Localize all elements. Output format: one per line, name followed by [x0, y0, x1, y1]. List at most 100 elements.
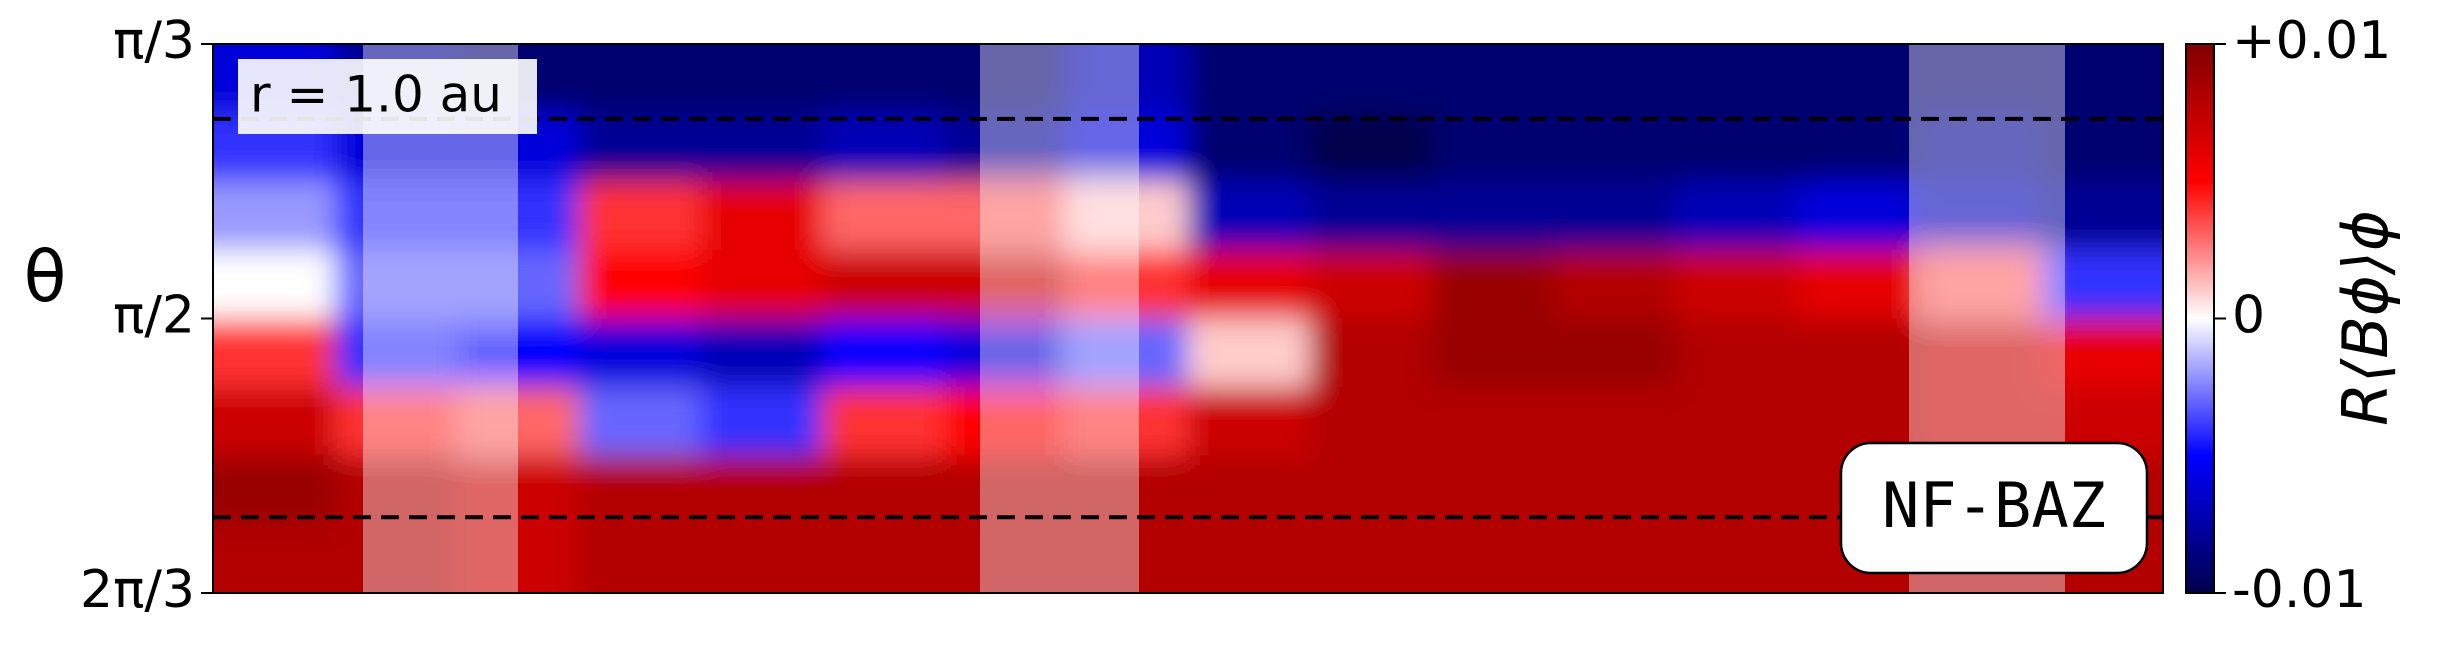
heat-cell [1797, 44, 1921, 114]
heat-cell [1309, 44, 1433, 114]
heat-cell [822, 455, 946, 526]
heat-cell [700, 524, 824, 593]
heat-cell [213, 318, 336, 389]
heat-cell [1553, 181, 1677, 251]
heat-cell [1431, 249, 1555, 320]
heat-cell [944, 524, 1068, 593]
heat-cell [1431, 112, 1555, 183]
heat-cell [1919, 318, 2043, 389]
heat-cell [578, 524, 702, 593]
heat-cell [1066, 181, 1189, 251]
heat-cell [1066, 44, 1189, 114]
heat-cell [1066, 387, 1189, 457]
heat-cell [1188, 318, 1311, 389]
heat-cell [1309, 524, 1433, 593]
heat-cell [700, 249, 824, 320]
colorbar-tick-label: +0.01 [2232, 11, 2391, 71]
heat-cell [1797, 249, 1921, 320]
heat-cell [1188, 181, 1311, 251]
heat-cell [822, 112, 946, 183]
colorbar-tick-label: -0.01 [2232, 560, 2367, 620]
heat-cell [1553, 524, 1677, 593]
heat-cell [1553, 44, 1677, 114]
heat-cell [213, 181, 336, 251]
heat-cell [1066, 112, 1189, 183]
heat-cell [334, 455, 458, 526]
y-tick-label: π/2 [113, 286, 195, 346]
annotation: r = 1.0 au [250, 66, 502, 124]
heat-cell [1309, 181, 1433, 251]
band [363, 44, 518, 593]
heat-cell [1675, 44, 1799, 114]
heat-cell [1309, 387, 1433, 457]
heat-cell [1675, 524, 1799, 593]
heat-cell [1431, 387, 1555, 457]
colorbar [2185, 43, 2215, 594]
heat-cell [1797, 181, 1921, 251]
heat-cell [700, 112, 824, 183]
heatmap [213, 44, 2163, 593]
heat-cell [1675, 249, 1799, 320]
heat-cell [822, 318, 946, 389]
heat-cell [456, 249, 580, 320]
heat-cell [822, 249, 946, 320]
heat-cell [1309, 455, 1433, 526]
heat-cell [1553, 455, 1677, 526]
heat-cell [822, 44, 946, 114]
heat-cell [1431, 44, 1555, 114]
heat-cell [578, 112, 702, 183]
heat-cell [578, 249, 702, 320]
heat-cell [456, 318, 580, 389]
heat-cell [1553, 318, 1677, 389]
heat-cell [1188, 44, 1311, 114]
heat-cell [1309, 318, 1433, 389]
heat-cell [1066, 249, 1189, 320]
heat-cell [213, 249, 336, 320]
heat-cell [1188, 524, 1311, 593]
band [980, 44, 1139, 593]
heat-cell [1675, 318, 1799, 389]
heat-cell [334, 318, 458, 389]
annotation-box [1839, 441, 2149, 575]
heat-cell [1797, 112, 1921, 183]
heat-cell [456, 387, 580, 457]
heat-cell [456, 455, 580, 526]
y-tick-label: 2π/3 [80, 560, 195, 620]
heat-cell [1066, 455, 1189, 526]
heat-cell [578, 181, 702, 251]
y-axis-label: θ [24, 236, 67, 318]
heat-cell [1553, 112, 1677, 183]
colorbar-label: R⟨Bϕ⟩ϕ [2329, 210, 2402, 426]
heat-cell [1675, 387, 1799, 457]
heat-cell [700, 455, 824, 526]
heat-cell [944, 387, 1068, 457]
annotation: NF-BAZ [1882, 469, 2106, 542]
heat-cell [456, 524, 580, 593]
heat-cell [334, 181, 458, 251]
heat-cell [1675, 181, 1799, 251]
heat-cell [578, 455, 702, 526]
heat-cell [700, 387, 824, 457]
heat-cell [1553, 387, 1677, 457]
heat-cell [2041, 318, 2163, 389]
heat-cell [334, 249, 458, 320]
heat-cell [1675, 455, 1799, 526]
heat-cell [1188, 112, 1311, 183]
heat-cell [1309, 112, 1433, 183]
heat-cell [1066, 524, 1189, 593]
heat-cell [822, 524, 946, 593]
heat-cell [213, 455, 336, 526]
heat-cell [1675, 112, 1799, 183]
heat-cell [1919, 112, 2043, 183]
heat-cell [2041, 181, 2163, 251]
heat-cell [1553, 249, 1677, 320]
colorbar-tick-label: 0 [2232, 286, 2265, 346]
heat-cell [944, 318, 1068, 389]
heat-cell [944, 249, 1068, 320]
heat-cell [1188, 387, 1311, 457]
annotation-box [238, 59, 537, 134]
y-tick-label: π/3 [113, 11, 195, 71]
heat-cell [1919, 249, 2043, 320]
heat-cell [944, 44, 1068, 114]
